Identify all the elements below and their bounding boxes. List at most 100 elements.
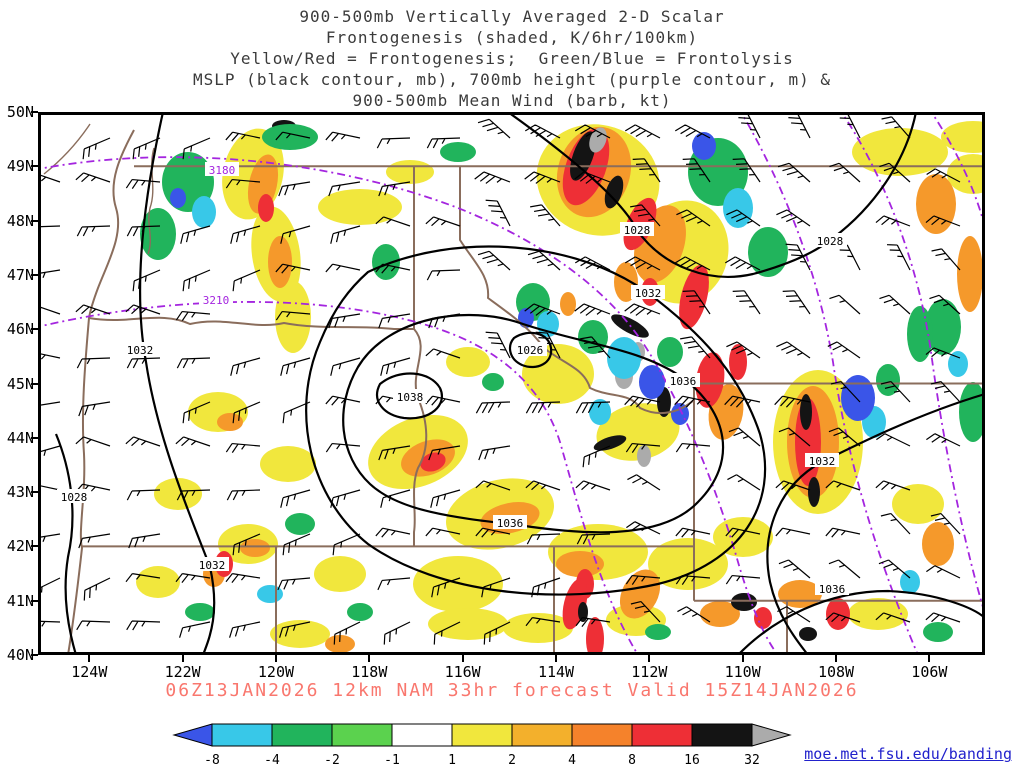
contour-label: 1038: [393, 389, 427, 404]
axis-tick: [31, 273, 38, 276]
lat-label: 49N: [6, 157, 34, 176]
colorbar-segment: [391, 723, 453, 747]
wind-barb: [26, 533, 63, 549]
wind-barb: [227, 621, 263, 639]
wind-barb: [126, 620, 161, 632]
axis-tick: [741, 655, 744, 662]
bc-coast: [43, 123, 91, 175]
wind-barb: [325, 262, 361, 280]
svg-text:1028: 1028: [624, 224, 651, 237]
wind-barb: [925, 562, 961, 587]
title-line-1: 900-500mb Vertically Averaged 2-D Scalar: [299, 7, 725, 26]
colorbar-segment: [211, 723, 273, 747]
wind-barb: [76, 620, 111, 632]
wind-barb: [225, 572, 261, 588]
wind-barb: [785, 107, 811, 144]
border-id-mt: [459, 166, 695, 415]
svg-text:1032: 1032: [199, 559, 226, 572]
svg-text:1026: 1026: [517, 344, 544, 357]
lon-label: 110W: [724, 663, 761, 681]
contour-label: 1026: [513, 342, 547, 357]
colorbar-segment: [691, 723, 753, 747]
wind-barb: [75, 434, 111, 456]
wind-barb: [76, 357, 111, 369]
wind-barb: [325, 130, 361, 148]
wind-barb: [125, 434, 161, 456]
colorbar-legend: -8 -4 -2 -1 1 2 4 8 16 32: [172, 722, 796, 768]
wind-barb: [376, 137, 411, 149]
wind-barb: [29, 577, 65, 602]
lat-label: 40N: [6, 646, 34, 664]
wind-barb: [277, 357, 314, 377]
lat-label: 45N: [6, 374, 34, 393]
svg-text:3210: 3210: [203, 294, 230, 307]
wind-barb: [76, 225, 111, 237]
border-or-id: [413, 328, 428, 547]
wind-barb: [126, 357, 161, 369]
colorbar-arrow-right: [751, 723, 792, 747]
wind-barb: [227, 357, 264, 377]
wind-barb: [26, 401, 63, 417]
wind-barb: [825, 526, 861, 544]
wind-barb: [325, 442, 361, 456]
wind-barb: [626, 471, 661, 499]
lat-label: 41N: [6, 591, 34, 610]
wind-barb: [477, 114, 511, 147]
contour-label: 3210: [199, 292, 233, 307]
wind-barb: [129, 137, 165, 160]
axis-tick: [31, 654, 38, 656]
wind-barb: [276, 577, 312, 591]
lat-label: 48N: [6, 211, 34, 230]
wind-barb: [25, 482, 61, 500]
contour-label: 1036: [493, 515, 527, 530]
contour-label: 1028: [620, 222, 654, 237]
chart-title: 900-500mb Vertically Averaged 2-D Scalar…: [0, 6, 1024, 111]
colorbar-segment: [511, 723, 573, 747]
wind-barb: [79, 577, 115, 602]
wind-barb: [25, 350, 61, 368]
height-contours: [32, 106, 986, 656]
axis-tick: [31, 545, 38, 548]
colorbar-canvas: -8 -4 -2 -1 1 2 4 8 16 32: [172, 723, 792, 768]
wind-barb: [836, 107, 861, 143]
axis-tick: [31, 382, 38, 385]
colorbar-tick-label: -4: [264, 753, 280, 768]
wind-barb: [75, 170, 111, 192]
map-frame: [38, 112, 985, 655]
wind-barb: [376, 577, 412, 591]
contour-label: 1028: [813, 233, 847, 248]
colorbar-arrow-left: [172, 723, 213, 747]
axis-tick: [31, 436, 38, 439]
axis-tick: [31, 165, 38, 168]
wind-barb: [177, 225, 214, 245]
state-borders: [43, 123, 985, 656]
wind-barb: [575, 478, 611, 500]
contour-label: 3180: [205, 162, 239, 177]
wind-barb: [226, 489, 261, 501]
axis-tick: [835, 655, 838, 662]
colorbar-segment: [271, 723, 333, 747]
wind-barb: [26, 225, 61, 237]
svg-text:1036: 1036: [497, 517, 524, 530]
wind-barb: [732, 285, 761, 321]
wind-barb: [376, 313, 413, 329]
colorbar-tick-label: 32: [744, 753, 760, 768]
axis-tick: [368, 655, 371, 662]
wind-barb: [279, 533, 315, 556]
colorbar-tick-label: -8: [204, 753, 220, 768]
mslp-contours: [54, 111, 986, 656]
contour-label: 1032: [195, 557, 229, 572]
axis-tick: [274, 655, 277, 662]
map-plot: 1028 1032 1026 1036 1038 1032 1028 1032 1036 1028…: [25, 106, 1005, 661]
wind-barb: [875, 213, 911, 236]
colorbar-tick-label: 16: [684, 753, 700, 768]
lon-label: 122W: [164, 663, 201, 681]
svg-text:1032: 1032: [635, 287, 662, 300]
site-link[interactable]: moe.met.fsu.edu/banding: [804, 745, 1012, 763]
lon-label: 118W: [351, 663, 388, 681]
colorbar-segment: [451, 723, 513, 747]
wind-barb: [125, 178, 161, 192]
wind-barb: [129, 269, 165, 292]
wind-barb: [26, 620, 61, 632]
